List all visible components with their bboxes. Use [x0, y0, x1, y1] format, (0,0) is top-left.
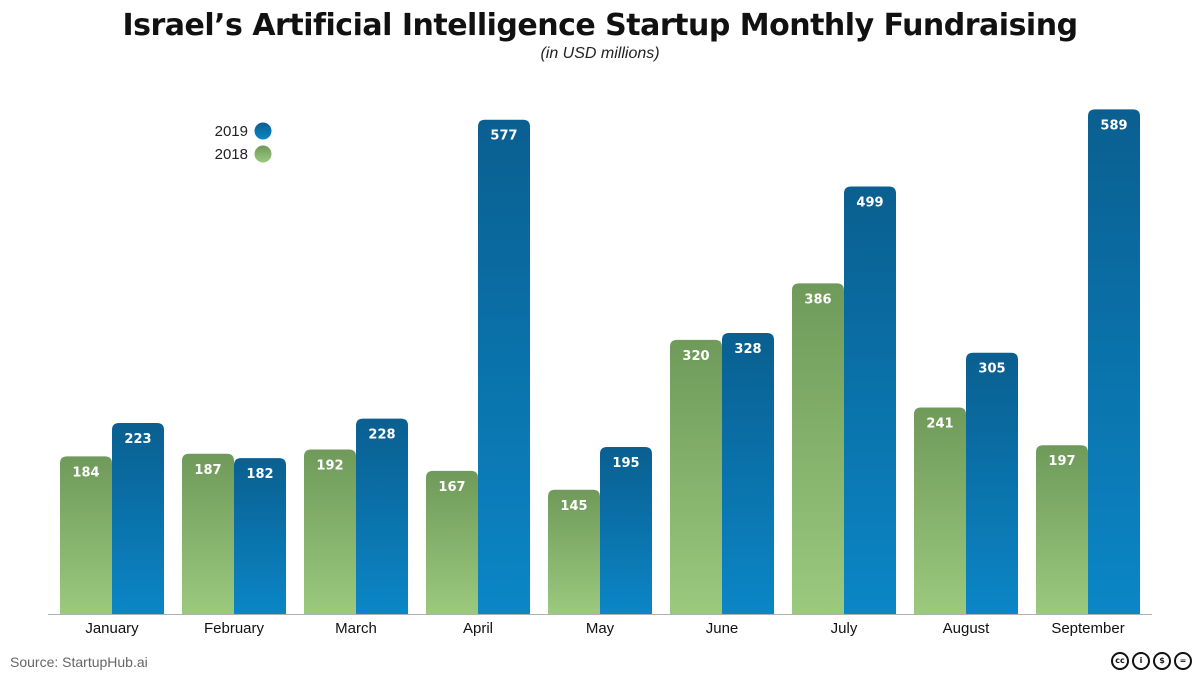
category-label-january: January	[85, 620, 139, 637]
bar-2018-march	[304, 449, 356, 614]
bar-value-2019-may: 195	[612, 456, 639, 471]
bar-2019-august	[966, 352, 1018, 614]
legend-label-2019: 2019	[215, 123, 248, 140]
bar-value-2018-january: 184	[72, 465, 99, 480]
bar-2019-july	[844, 186, 896, 615]
legend: 2019 2018	[215, 122, 272, 163]
nc-icon: $	[1153, 652, 1171, 670]
legend-swatch-2019	[254, 122, 272, 140]
source-note: Source: StartupHub.ai	[10, 654, 148, 670]
category-label-february: February	[204, 620, 265, 637]
bar-2018-january	[60, 456, 112, 614]
bar-value-2018-august: 241	[926, 417, 953, 432]
bar-2019-april	[478, 119, 530, 614]
bar-value-2019-february: 182	[246, 467, 273, 482]
bar-value-2019-june: 328	[734, 342, 761, 357]
bar-value-2019-april: 577	[490, 129, 517, 144]
category-label-april: April	[463, 620, 493, 637]
category-label-june: June	[706, 620, 739, 637]
bar-2019-january	[112, 422, 164, 614]
category-label-may: May	[586, 620, 615, 637]
bar-2019-february	[234, 458, 286, 614]
bar-2019-september	[1088, 109, 1140, 614]
chart-subtitle: (in USD millions)	[540, 45, 660, 62]
bar-value-2019-january: 223	[124, 432, 151, 447]
bar-value-2019-july: 499	[856, 196, 883, 211]
bar-value-2018-september: 197	[1048, 454, 1075, 469]
bar-2018-april	[426, 470, 478, 614]
bar-value-2019-august: 305	[978, 362, 1005, 377]
bar-value-2018-february: 187	[194, 463, 221, 478]
by-icon: i	[1132, 652, 1150, 670]
bar-value-2018-june: 320	[682, 349, 709, 364]
bar-value-2018-april: 167	[438, 480, 465, 495]
bar-value-2019-march: 228	[368, 428, 395, 443]
bar-value-2019-september: 589	[1100, 118, 1127, 133]
legend-label-2018: 2018	[215, 146, 248, 163]
bar-2018-february	[182, 453, 234, 614]
bars-group: 184 223 January 187 182 February 192 228 March 16…	[48, 109, 1152, 637]
bar-2019-may	[600, 446, 652, 614]
bar-2019-june	[722, 333, 774, 614]
bar-value-2018-march: 192	[316, 459, 343, 474]
legend-swatch-2018	[254, 145, 272, 163]
category-label-march: March	[335, 620, 377, 637]
category-label-august: August	[943, 620, 991, 637]
bar-2018-july	[792, 283, 844, 614]
cc-icon: cc	[1111, 652, 1129, 670]
category-label-july: July	[831, 620, 858, 637]
nd-icon: =	[1174, 652, 1192, 670]
bar-2018-may	[548, 489, 600, 614]
bar-value-2018-july: 386	[804, 292, 831, 307]
chart-title: Israel’s Artificial Intelligence Startup…	[122, 8, 1078, 43]
license-icons: cc i $ =	[1111, 652, 1192, 670]
bar-2018-september	[1036, 445, 1088, 614]
bar-2018-june	[670, 339, 722, 614]
category-label-september: September	[1051, 620, 1124, 637]
bar-2018-august	[914, 407, 966, 614]
bar-2019-march	[356, 418, 408, 614]
bar-value-2018-may: 145	[560, 499, 587, 514]
